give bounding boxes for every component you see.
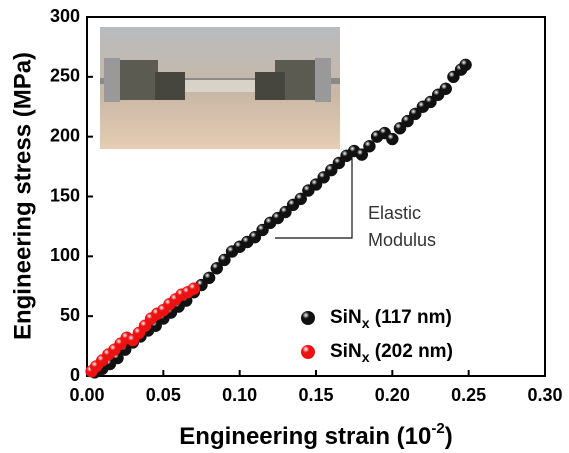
legend-name: SiN [330,307,362,328]
x-tick-label: 0.10 [222,385,257,405]
legend-subscript: x [362,315,370,331]
x-tick-label: 0.20 [375,385,410,405]
chart: Elastic Modulus Engineering strain (10-2… [0,0,569,453]
legend-marker [301,311,315,325]
x-tick-label: 0.05 [146,385,181,405]
annotation: Elastic [368,203,421,223]
y-tick-label: 0 [70,365,80,385]
point [363,140,375,152]
x-tick-label: 0.30 [527,385,562,405]
y-tick-label: 150 [50,185,80,205]
x-axis-title-sup: -2 [431,420,444,437]
legend-suffix: (117 nm) [369,307,451,328]
y-tick-label: 300 [50,6,80,26]
legend-label: SiNx (202 nm) [330,341,453,365]
y-tick-label: 50 [60,305,80,325]
legend-subscript: x [362,349,370,365]
legend-name: SiN [330,341,362,362]
point [386,133,398,145]
x-axis-title-suffix: ) [445,423,453,450]
legend-suffix: (202 nm) [369,341,452,362]
legend-label: SiNx (117 nm) [330,307,452,331]
x-tick-label: 0.00 [69,385,104,405]
y-tick-label: 100 [50,245,80,265]
point [460,59,472,71]
y-axis-title: Engineering stress (MPa) [9,52,36,340]
y-tick-label: 200 [50,125,80,145]
x-axis-title: Engineering strain (10-2) [179,420,452,450]
legend-marker [301,345,315,359]
x-tick-label: 0.25 [451,385,486,405]
point [203,272,215,284]
y-tick-label: 250 [50,66,80,86]
annotation: Modulus [368,230,436,250]
inset-photo [100,27,340,149]
point [440,83,452,95]
x-axis-title-text: Engineering strain (10 [179,423,431,450]
point [188,283,200,295]
x-tick-label: 0.15 [298,385,333,405]
